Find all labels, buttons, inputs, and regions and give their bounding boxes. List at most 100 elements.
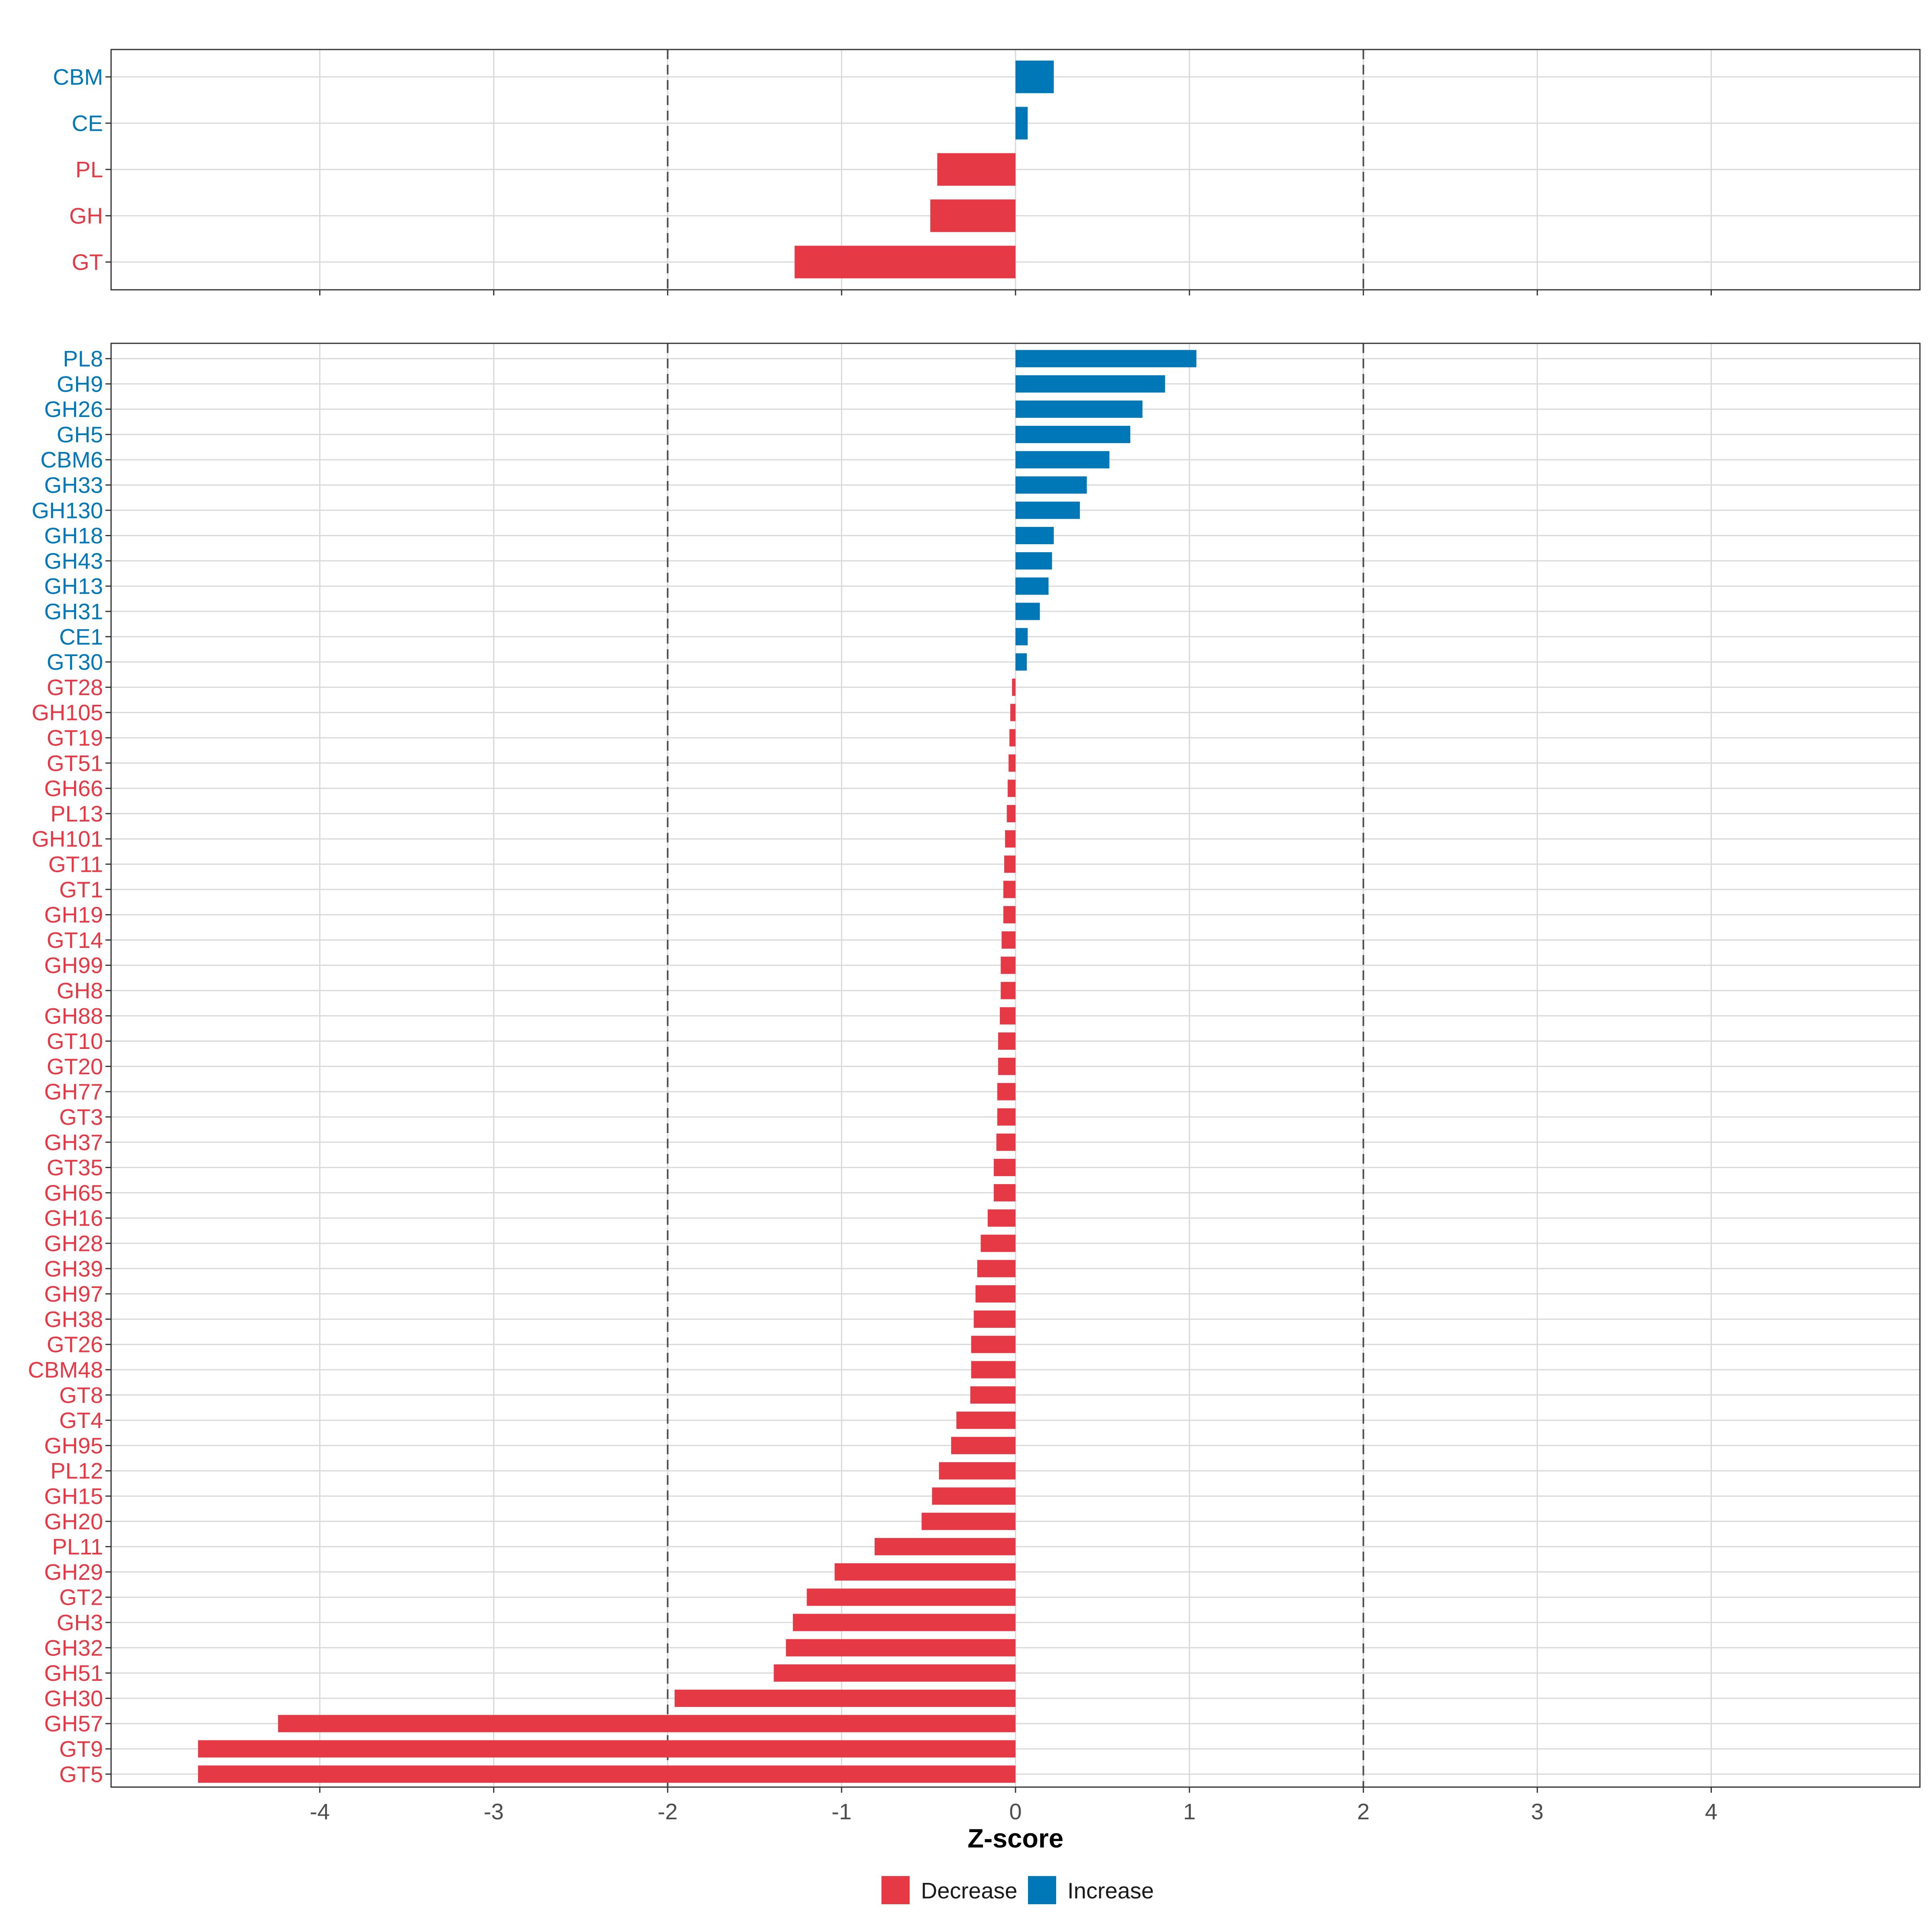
bar-gh97 (975, 1285, 1016, 1303)
legend-swatch-decrease (881, 1876, 910, 1904)
category-label: GT1 (59, 877, 103, 902)
bar-cbm48 (971, 1361, 1016, 1379)
category-label: GT35 (47, 1155, 103, 1180)
bar-gh39 (977, 1260, 1016, 1278)
category-label: GH13 (44, 574, 103, 599)
category-label: GH30 (44, 1686, 103, 1711)
legend-label-decrease: Decrease (921, 1878, 1018, 1903)
bar-gh130 (1016, 502, 1080, 519)
bar-gh18 (1016, 527, 1054, 545)
category-label: PL13 (50, 801, 103, 826)
bar-gt8 (970, 1386, 1016, 1404)
bar-gh19 (1003, 906, 1016, 924)
category-label: GH39 (44, 1256, 103, 1281)
bar-gh65 (993, 1184, 1016, 1201)
bar-gh95 (951, 1437, 1016, 1454)
bar-gt11 (1004, 855, 1016, 873)
bar-gh38 (974, 1310, 1016, 1328)
category-label: GT26 (47, 1332, 103, 1357)
category-label: GT19 (47, 725, 103, 751)
x-tick-label: 4 (1705, 1799, 1717, 1824)
bar-pl11 (874, 1538, 1016, 1556)
category-label: GT5 (59, 1761, 103, 1787)
bar-gt4 (956, 1412, 1016, 1429)
bar-gh77 (997, 1083, 1016, 1100)
category-label: GT11 (48, 852, 103, 877)
category-label: CE (72, 111, 103, 136)
category-label: GT30 (47, 649, 103, 675)
bar-gh30 (675, 1689, 1016, 1707)
bar-gh20 (921, 1513, 1016, 1530)
category-label: GH38 (44, 1307, 103, 1332)
category-label: GH (69, 203, 103, 229)
bar-gh88 (1000, 1007, 1016, 1025)
bar-gh16 (987, 1209, 1016, 1227)
category-label: CBM48 (28, 1357, 103, 1383)
bar-gh99 (1001, 956, 1016, 974)
category-label: GT28 (47, 675, 103, 700)
category-label: GT9 (59, 1736, 103, 1762)
x-tick-label: -1 (832, 1799, 852, 1824)
bar-gh37 (996, 1133, 1016, 1151)
category-label: GH130 (32, 497, 103, 523)
bar-pl12 (939, 1462, 1016, 1480)
category-label: GH88 (44, 1003, 103, 1028)
bar-ce (1016, 107, 1028, 140)
bar-gh57 (278, 1715, 1016, 1732)
x-tick-label: -4 (310, 1799, 330, 1824)
legend-swatch-increase (1028, 1876, 1056, 1904)
family-panel: PL8GH9GH26GH5CBM6GH33GH130GH18GH43GH13GH… (28, 343, 1921, 1793)
x-tick-label: 0 (1009, 1799, 1022, 1824)
category-label: GH8 (57, 978, 103, 1003)
category-label: GT8 (59, 1382, 103, 1408)
category-label: GH66 (44, 776, 103, 801)
bar-gt9 (198, 1740, 1016, 1758)
x-tick-label: -3 (484, 1799, 504, 1824)
bar-gh (930, 199, 1016, 232)
category-label: GT10 (47, 1028, 103, 1054)
bar-pl13 (1007, 805, 1016, 822)
bar-gt19 (1009, 729, 1016, 747)
bar-gh105 (1010, 704, 1016, 721)
bar-gt1 (1003, 881, 1016, 898)
category-label: CBM6 (40, 447, 103, 473)
bar-gt20 (998, 1057, 1016, 1075)
category-label: GT51 (47, 750, 103, 776)
bar-gh32 (786, 1639, 1016, 1657)
bar-gt3 (997, 1108, 1016, 1126)
bar-gt (795, 246, 1016, 279)
bar-gt10 (998, 1032, 1016, 1050)
category-label: PL (76, 157, 103, 182)
category-label: GH105 (32, 700, 103, 725)
bar-pl (937, 153, 1016, 186)
bar-gh15 (932, 1487, 1016, 1505)
bar-cbm6 (1016, 451, 1110, 469)
bar-gh5 (1016, 425, 1131, 443)
category-label: GH26 (44, 396, 103, 422)
category-label: GH15 (44, 1484, 103, 1509)
category-label: GH16 (44, 1205, 103, 1231)
category-label: GH28 (44, 1231, 103, 1256)
bar-gt14 (1001, 931, 1016, 949)
x-axis-title: Z-score (968, 1823, 1063, 1853)
category-label: GH99 (44, 953, 103, 978)
bar-gh26 (1016, 400, 1143, 418)
bar-gh29 (834, 1563, 1016, 1581)
category-label: GH19 (44, 902, 103, 927)
category-label: GH32 (44, 1635, 103, 1660)
bar-gh31 (1016, 603, 1040, 620)
bar-gt30 (1016, 653, 1027, 671)
bar-gt28 (1012, 678, 1016, 696)
category-label: GT20 (47, 1054, 103, 1079)
x-axis: -4 -3 -2 -1 0 1 2 3 4 (310, 1799, 1717, 1824)
category-label: GT14 (47, 927, 103, 953)
category-label: GT2 (59, 1585, 103, 1610)
bar-gh101 (1005, 830, 1016, 848)
category-label: GT3 (59, 1104, 103, 1130)
category-label: GH20 (44, 1509, 103, 1534)
bar-gh51 (774, 1664, 1016, 1682)
category-label: GH37 (44, 1129, 103, 1155)
bar-gt5 (198, 1765, 1016, 1783)
bar-gh66 (1007, 780, 1016, 797)
category-label: GH101 (32, 826, 103, 852)
